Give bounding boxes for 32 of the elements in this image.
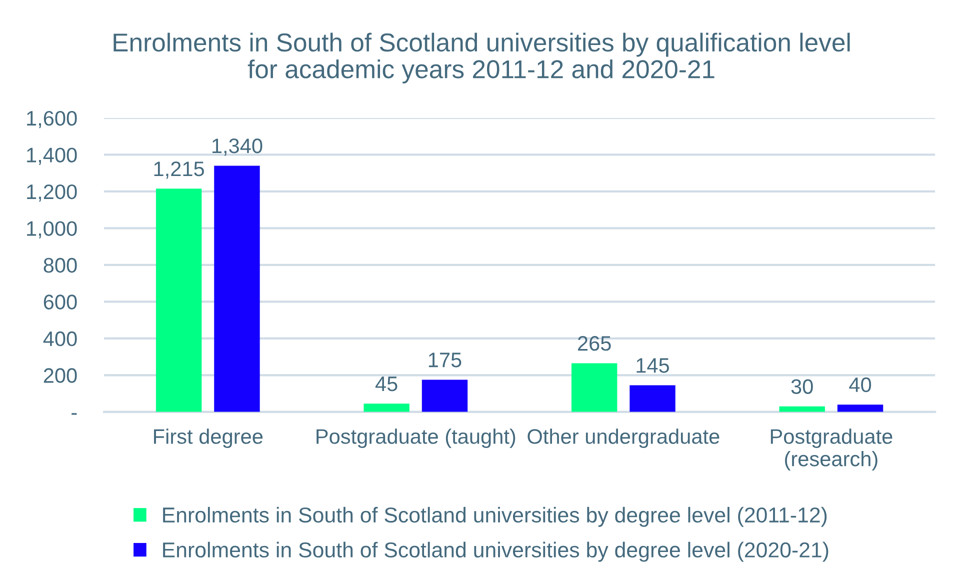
- data-label: 45: [375, 376, 398, 392]
- y-tick-label: 1,600: [27, 110, 77, 128]
- data-label: 1,340: [212, 138, 262, 156]
- x-tick-label: Postgraduate (taught): [316, 428, 516, 448]
- x-tick-label: Other undergraduate: [528, 428, 720, 448]
- data-label: 145: [636, 358, 670, 373]
- y-tick-label: 1,200: [27, 184, 77, 202]
- y-tick-label: 1,400: [27, 148, 77, 165]
- bar: [779, 406, 825, 412]
- y-tick-label: 400: [43, 331, 77, 346]
- y-tick-label: -: [72, 413, 77, 415]
- x-tick-label: First degree: [154, 428, 263, 448]
- bar: [156, 188, 202, 412]
- y-tick-label: 200: [44, 368, 77, 383]
- y-tick-label: 800: [44, 258, 77, 273]
- data-label: 265: [578, 336, 611, 351]
- y-tick-label: 600: [44, 294, 77, 310]
- y-tick-label: 1,000: [27, 221, 77, 238]
- data-label: 175: [428, 352, 462, 368]
- legend-label: Enrolments in South of Scotland universities by degree level (2011-12): [163, 506, 827, 527]
- bar: [422, 380, 468, 412]
- bar: [214, 166, 260, 412]
- data-label: 30: [791, 379, 813, 394]
- legend-label: Enrolments in South of Scotland universities by degree level (2020-21): [163, 542, 828, 562]
- data-label: 1,215: [154, 161, 204, 179]
- x-tick-label: Postgraduate (research): [770, 428, 892, 470]
- bar: [571, 363, 618, 412]
- bar: [630, 385, 676, 412]
- bar: [364, 404, 410, 412]
- chart-title: Enrolments in South of Scotland universities by qualification level for academic years 2011-12 and 2020-21: [114, 32, 850, 84]
- bar: [837, 404, 884, 412]
- data-label: 40: [849, 377, 872, 392]
